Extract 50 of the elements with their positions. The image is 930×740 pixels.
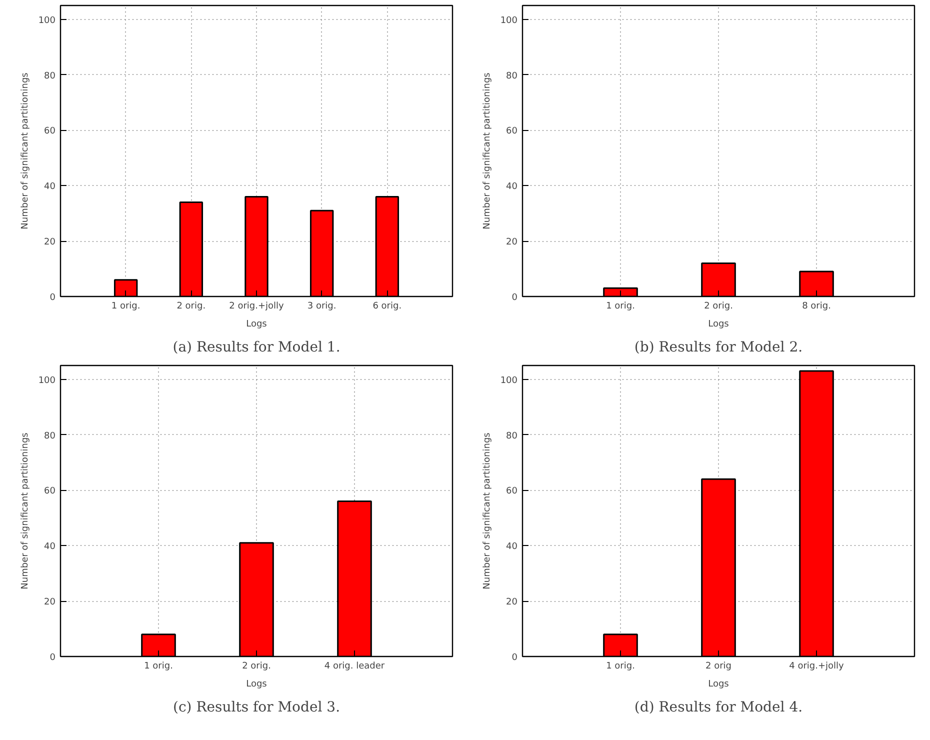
x-tick-label: 3 orig. xyxy=(307,302,336,312)
y-tick-label: 60 xyxy=(44,486,56,497)
x-tick-label: 2 orig.+jolly xyxy=(229,302,285,312)
y-tick-label: 80 xyxy=(506,431,518,442)
x-tick-label: 2 orig. xyxy=(704,302,733,312)
text: (a) Results for Model 1. xyxy=(172,340,340,356)
y-tick-label: 60 xyxy=(44,126,56,137)
x-tick-label: 6 orig. xyxy=(372,302,402,312)
text: (d) Results for Model 4. xyxy=(634,700,803,716)
y-tick-label: 80 xyxy=(506,71,518,82)
x-tick-label: 4 orig.+jolly xyxy=(789,662,845,672)
y-tick-label: 100 xyxy=(500,376,518,386)
x-tick-label: 2 orig. xyxy=(176,302,206,312)
y-tick-label: 20 xyxy=(506,598,518,608)
x-tick-label: 2 orig. xyxy=(242,662,271,672)
text: (c) Results for Model 3. xyxy=(172,700,340,716)
y-axis-title: Number of significant partitionings xyxy=(20,72,30,230)
y-tick-label: 60 xyxy=(506,486,518,497)
y-tick-label: 40 xyxy=(44,542,56,552)
x-axis-title: Logs xyxy=(708,680,730,690)
x-tick-label: 1 orig. xyxy=(606,302,635,312)
x-axis-title: Logs xyxy=(246,320,268,330)
x-axis-title: Logs xyxy=(708,320,730,330)
x-tick-label: 2 orig xyxy=(705,662,732,672)
y-tick-label: 20 xyxy=(506,238,518,248)
y-tick-label: 0 xyxy=(512,293,518,303)
y-tick-label: 0 xyxy=(512,653,518,663)
x-tick-label: 1 orig. xyxy=(606,662,635,672)
y-axis-title: Number of significant partitionings xyxy=(482,72,492,230)
y-tick-label: 40 xyxy=(506,542,518,552)
x-tick-label: 1 orig. xyxy=(111,302,140,312)
y-axis-title: Number of significant partitionings xyxy=(482,432,492,590)
x-tick-label: 1 orig. xyxy=(144,662,173,672)
y-tick-label: 100 xyxy=(500,16,518,26)
y-tick-label: 40 xyxy=(44,182,56,192)
y-axis-title: Number of significant partitionings xyxy=(20,432,30,590)
y-tick-label: 0 xyxy=(50,653,56,663)
x-tick-label: 8 orig. xyxy=(802,302,831,312)
y-tick-label: 40 xyxy=(506,182,518,192)
y-tick-label: 100 xyxy=(38,376,56,386)
y-tick-label: 20 xyxy=(44,238,56,248)
y-tick-label: 60 xyxy=(506,126,518,137)
x-tick-label: 4 orig. leader xyxy=(324,662,385,672)
y-tick-label: 20 xyxy=(44,598,56,608)
x-axis-title: Logs xyxy=(246,680,268,690)
y-tick-label: 100 xyxy=(38,16,56,26)
y-tick-label: 80 xyxy=(44,431,56,442)
y-tick-label: 0 xyxy=(50,293,56,303)
y-tick-label: 80 xyxy=(44,71,56,82)
text: (b) Results for Model 2. xyxy=(634,340,803,356)
